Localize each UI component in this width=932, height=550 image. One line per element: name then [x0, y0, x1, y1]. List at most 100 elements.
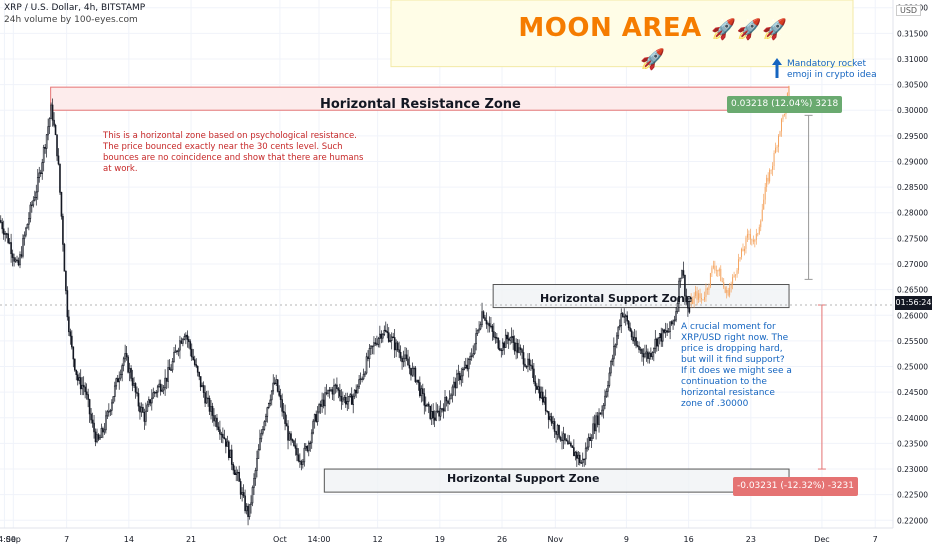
candle-body	[367, 356, 369, 360]
candle-body	[641, 349, 643, 354]
candle-body	[490, 325, 492, 328]
candle-body	[199, 376, 202, 388]
candle-body	[121, 365, 123, 375]
chart-subtitle: 24h volume by 100-eyes.com	[4, 15, 138, 25]
candle-body	[481, 311, 483, 325]
candle-body	[71, 335, 73, 348]
candle-body	[499, 348, 501, 351]
candle-body	[312, 420, 315, 434]
rocket-icon: 🚀🚀🚀🚀	[640, 17, 788, 71]
candle-body	[500, 349, 503, 352]
candle-body	[164, 377, 166, 389]
candle-body	[344, 397, 347, 405]
candle-body	[16, 259, 18, 261]
candle-body	[556, 424, 559, 435]
candle-body	[155, 391, 158, 394]
projection-body	[709, 273, 711, 287]
candle-body	[454, 381, 457, 389]
projection-body	[702, 299, 704, 301]
candle-body	[165, 377, 168, 382]
candle-body	[2, 228, 5, 235]
candle-body	[146, 404, 149, 412]
candle-body	[23, 234, 26, 239]
candle-body	[541, 391, 544, 403]
candle-body	[676, 302, 679, 312]
candle-body	[583, 458, 586, 461]
projection-body	[760, 220, 762, 228]
x-tick-label: 21	[186, 535, 196, 544]
candle-body	[41, 162, 44, 174]
candle-body	[570, 442, 572, 447]
candle-body	[376, 343, 378, 345]
projection-body	[779, 131, 781, 136]
candle-body	[205, 397, 208, 404]
price-axis: 0.320000.315000.310000.305000.300000.295…	[892, 0, 932, 550]
candle-body	[487, 323, 489, 325]
candle-body	[602, 405, 605, 411]
candle-body	[168, 367, 171, 371]
candle-body	[318, 404, 320, 413]
projection-body	[788, 86, 790, 94]
x-tick-label: 9	[624, 535, 629, 544]
currency-badge[interactable]: USD	[896, 5, 922, 16]
x-tick-label: 16	[684, 535, 694, 544]
candle-body	[684, 274, 686, 297]
candle-body	[288, 433, 291, 441]
x-tick-label: 26	[497, 535, 507, 544]
candle-body	[405, 354, 408, 360]
candle-body	[635, 337, 637, 346]
candle-body	[161, 389, 163, 392]
y-tick-label: 0.23000	[897, 465, 928, 474]
candle-body	[127, 356, 129, 373]
candle-body	[456, 373, 458, 389]
chart-title: XRP / U.S. Dollar, 4h, BITSTAMP	[4, 3, 146, 13]
candle-body	[315, 414, 317, 423]
candle-body	[39, 172, 42, 174]
candle-body	[435, 410, 437, 421]
candle-body	[648, 353, 651, 359]
candle-body	[31, 204, 33, 207]
candle-body	[362, 374, 365, 380]
candle-body	[379, 333, 381, 339]
candle-body	[407, 358, 409, 366]
candle-body	[214, 417, 217, 422]
candle-body	[170, 369, 172, 371]
candle-body	[642, 353, 645, 358]
candle-body	[457, 372, 460, 375]
candle-body	[36, 177, 39, 193]
candle-body	[19, 254, 21, 266]
candle-body	[476, 329, 479, 334]
candle-body	[247, 505, 249, 517]
candle-body	[430, 410, 433, 419]
candle-body	[374, 342, 377, 345]
candle-body	[626, 315, 628, 322]
candle-body	[300, 461, 303, 465]
candle-body	[333, 385, 335, 395]
candle-body	[17, 260, 20, 266]
candle-body	[60, 192, 63, 217]
candle-body	[650, 353, 652, 358]
projection-body	[690, 299, 692, 306]
candle-body	[463, 367, 466, 370]
resistance-note: This is a horizontal zone based on psych…	[103, 131, 364, 174]
candle-body	[352, 395, 355, 405]
candle-body	[84, 386, 86, 393]
candle-body	[294, 445, 297, 449]
candle-body	[153, 392, 156, 394]
candle-body	[97, 434, 100, 440]
candle-body	[660, 333, 663, 342]
projection-body	[735, 274, 737, 276]
candle-body	[336, 384, 338, 389]
candle-body	[245, 505, 248, 512]
projection-body	[766, 177, 768, 188]
candle-body	[140, 407, 143, 413]
candle-body	[180, 340, 183, 344]
candle-body	[547, 411, 550, 420]
candle-body	[226, 441, 229, 447]
candle-body	[610, 361, 612, 374]
candle-body	[173, 352, 175, 362]
candle-body	[509, 337, 511, 341]
candle-body	[254, 470, 257, 479]
candle-body	[383, 329, 386, 335]
